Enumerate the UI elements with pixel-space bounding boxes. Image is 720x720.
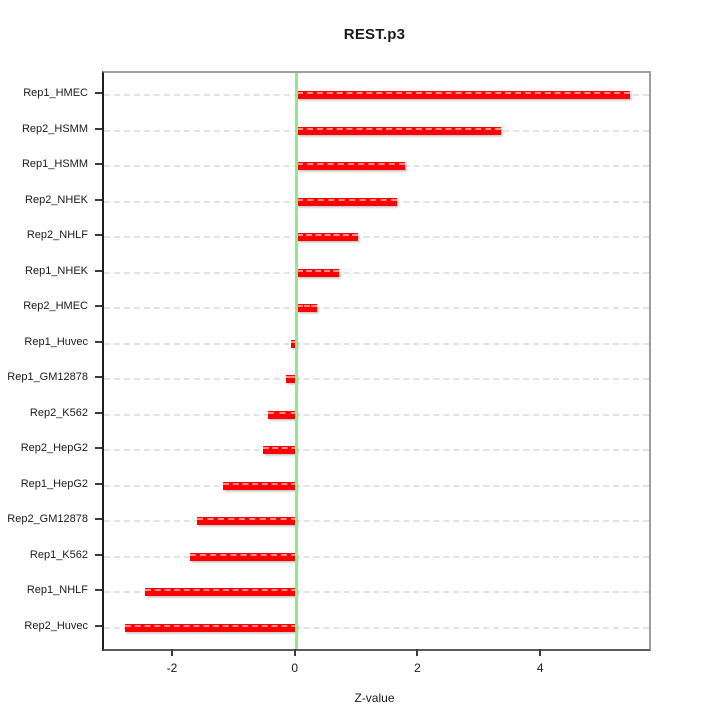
bar-Rep2_K562 (267, 410, 297, 419)
y-tick-mark (95, 234, 102, 237)
y-tick-label-Rep1_K562: Rep1_K562 (29, 548, 88, 561)
y-tick-mark (95, 163, 102, 166)
bar-stripe (197, 518, 297, 521)
row-gridline (104, 484, 649, 487)
y-tick-label-Rep2_GM12878: Rep2_GM12878 (7, 513, 88, 526)
row-gridline (104, 520, 649, 523)
y-tick-label-Rep2_Huvec: Rep2_Huvec (24, 619, 88, 632)
bar-stripe (296, 163, 405, 166)
row-gridline (104, 626, 649, 629)
bar-stripe (124, 624, 297, 627)
y-tick-label-Rep2_HMEC: Rep2_HMEC (23, 300, 88, 313)
x-axis-title: Z-value (354, 691, 395, 705)
y-tick-label-Rep2_HepG2: Rep2_HepG2 (20, 442, 88, 455)
row-gridline (104, 378, 649, 381)
bar-stripe (296, 198, 397, 201)
zero-reference-line (295, 73, 299, 649)
bar-Rep2_Huvec (124, 623, 297, 632)
y-tick-label-Rep1_Huvec: Rep1_Huvec (24, 335, 88, 348)
x-tick-label-0: 0 (291, 661, 299, 675)
bar-stripe (296, 92, 630, 94)
y-tick-mark (95, 518, 102, 521)
y-tick-label-Rep1_HepG2: Rep1_HepG2 (20, 477, 88, 490)
y-tick-label-Rep1_NHEK: Rep1_NHEK (25, 264, 88, 277)
row-gridline (104, 342, 649, 345)
y-tick-mark (95, 624, 102, 627)
row-gridline (104, 555, 649, 558)
bar-Rep2_HMEC (296, 304, 317, 313)
bar-stripe (296, 305, 317, 308)
y-tick-mark (95, 376, 102, 379)
bar-stripe (296, 234, 359, 237)
bar-stripe (145, 589, 297, 592)
bar-Rep1_HMEC (296, 91, 630, 99)
y-tick-mark (95, 305, 102, 308)
bar-stripe (291, 340, 297, 343)
y-tick-mark (95, 411, 102, 414)
row-gridline (104, 413, 649, 416)
y-tick-label-Rep2_K562: Rep2_K562 (29, 406, 88, 419)
y-tick-label-Rep2_NHLF: Rep2_NHLF (26, 229, 88, 242)
bar-Rep2_HepG2 (262, 446, 297, 455)
bar-Rep1_Huvec (291, 339, 297, 348)
y-tick-label-Rep1_NHLF: Rep1_NHLF (26, 584, 88, 597)
bar-Rep2_HSMM (296, 126, 502, 135)
bar-stripe (296, 269, 340, 272)
bar-Rep2_GM12878 (197, 517, 297, 526)
bar-Rep1_GM12878 (286, 375, 297, 384)
bar-Rep1_K562 (189, 552, 297, 561)
y-tick-label-Rep1_HMEC: Rep1_HMEC (23, 87, 88, 99)
y-tick-mark (95, 589, 102, 592)
y-tick-mark (95, 447, 102, 450)
row-gridline (104, 271, 649, 274)
row-gridline (104, 591, 649, 594)
bar-stripe (267, 411, 297, 414)
y-tick-mark (95, 127, 102, 130)
chart-title: REST.p3 (343, 26, 406, 43)
bar-Rep1_NHEK (296, 268, 340, 277)
bar-stripe (286, 376, 297, 379)
bar-Rep1_NHLF (145, 588, 297, 597)
y-tick-label-Rep2_HSMM: Rep2_HSMM (21, 122, 88, 135)
x-tick-label-2: 2 (414, 661, 421, 675)
y-tick-mark (95, 269, 102, 272)
y-tick-label-Rep1_HSMM: Rep1_HSMM (21, 158, 88, 171)
bar-stripe (296, 127, 502, 130)
bar-stripe (189, 553, 297, 556)
y-tick-mark (95, 198, 102, 201)
plot-area (102, 71, 651, 651)
row-gridline (104, 236, 649, 239)
bar-Rep2_NHEK (296, 197, 397, 206)
row-gridline (104, 307, 649, 310)
row-gridline (104, 449, 649, 452)
y-tick-label-Rep2_NHEK: Rep2_NHEK (25, 193, 88, 206)
x-tick-mark (170, 649, 173, 656)
bar-Rep1_HepG2 (223, 481, 297, 490)
y-tick-label-Rep1_GM12878: Rep1_GM12878 (7, 371, 88, 384)
bar-Rep1_HSMM (296, 162, 405, 171)
bar-stripe (223, 482, 297, 485)
x-tick-mark (539, 649, 542, 656)
bar-Rep2_NHLF (296, 233, 359, 242)
x-tick-mark (293, 649, 296, 656)
x-tick-label--2: -2 (166, 661, 178, 675)
y-tick-mark (95, 92, 102, 94)
bar-stripe (262, 447, 297, 450)
x-tick-mark (416, 649, 419, 656)
y-tick-mark (95, 340, 102, 343)
x-tick-label-4: 4 (536, 661, 544, 675)
y-tick-mark (95, 482, 102, 485)
y-tick-mark (95, 553, 102, 556)
